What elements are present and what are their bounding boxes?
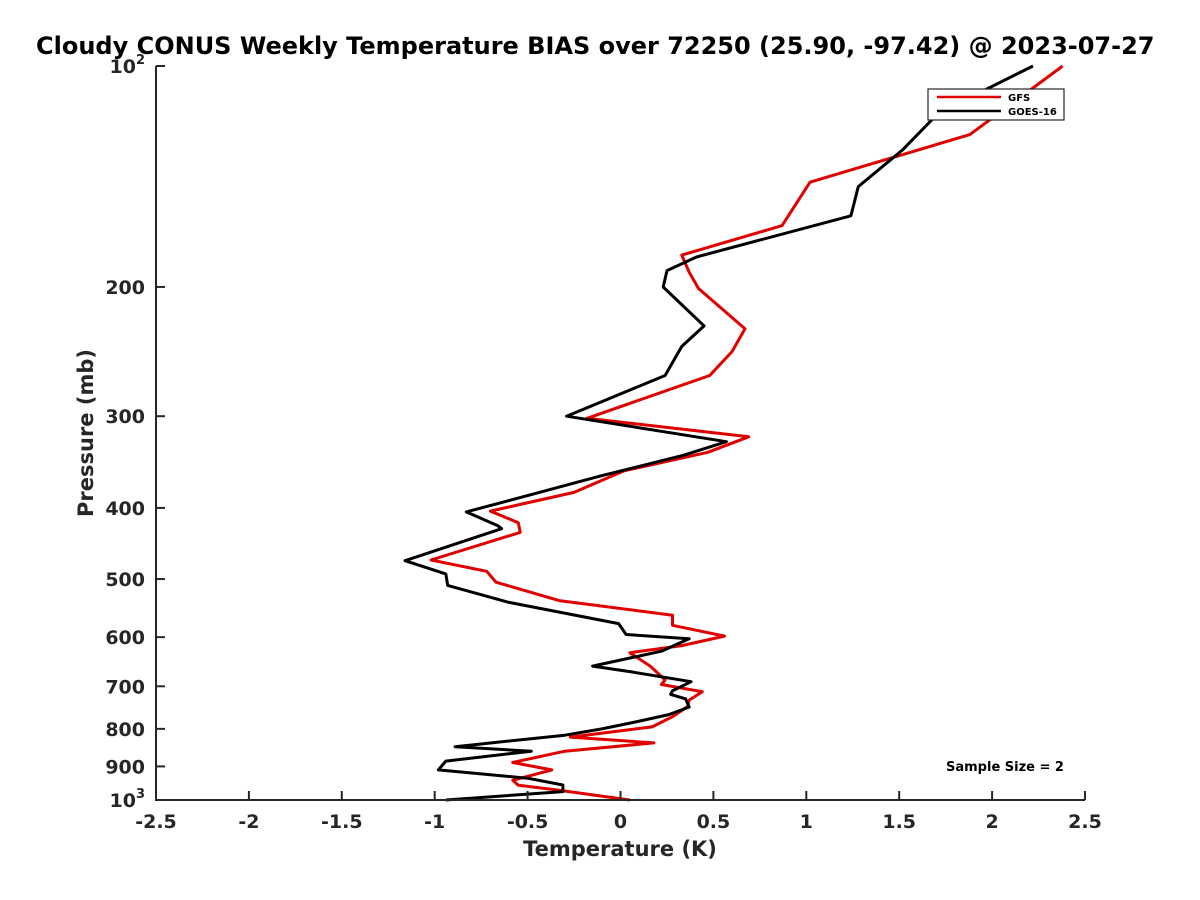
y-tick-label: 300 <box>105 406 145 428</box>
legend: GFS GOES-16 <box>927 88 1065 121</box>
x-tick-label: 2.5 <box>1068 811 1102 833</box>
x-tick-label: 0 <box>614 811 627 833</box>
x-tick-label: -1.5 <box>321 811 363 833</box>
y-tick-label: 102 <box>110 53 146 78</box>
chart-title: Cloudy CONUS Weekly Temperature BIAS ove… <box>36 32 1154 60</box>
legend-label-goes-16: GOES-16 <box>1008 107 1057 118</box>
sample-size-annotation: Sample Size = 2 <box>946 760 1064 775</box>
x-tick-label: 1 <box>800 811 813 833</box>
legend-box <box>927 88 1065 121</box>
x-axis-label: Temperature (K) <box>523 837 717 861</box>
axes-frame <box>155 66 1085 801</box>
x-tick-label: 0.5 <box>697 811 731 833</box>
y-tick-label: 800 <box>105 719 145 741</box>
y-tick-label: 700 <box>105 676 145 698</box>
legend-label-gfs: GFS <box>1008 93 1030 104</box>
y-tick-label: 200 <box>105 277 145 299</box>
series-line-gfs <box>429 64 1064 802</box>
plot-area <box>403 64 1064 802</box>
x-axis: -2.5 -2 -1.5 -1 -0.5 0 0.5 1 1.5 2 2.5 <box>135 791 1102 833</box>
y-tick-label: 600 <box>105 627 145 649</box>
y-axis: 102 200 300 400 500 600 700 800 900 103 <box>105 53 165 812</box>
x-tick-label: -2.5 <box>135 811 177 833</box>
y-axis-label: Pressure (mb) <box>74 349 98 517</box>
x-tick-label: -0.5 <box>507 811 549 833</box>
x-tick-label: 2 <box>985 811 998 833</box>
y-tick-label: 500 <box>105 569 145 591</box>
y-tick-label: 400 <box>105 498 145 520</box>
x-tick-label: 1.5 <box>882 811 916 833</box>
series-line-goes-16 <box>403 64 1034 802</box>
y-tick-label: 900 <box>105 756 145 778</box>
x-tick-label: -2 <box>238 811 259 833</box>
x-tick-label: -1 <box>424 811 445 833</box>
y-tick-label: 103 <box>110 787 146 812</box>
